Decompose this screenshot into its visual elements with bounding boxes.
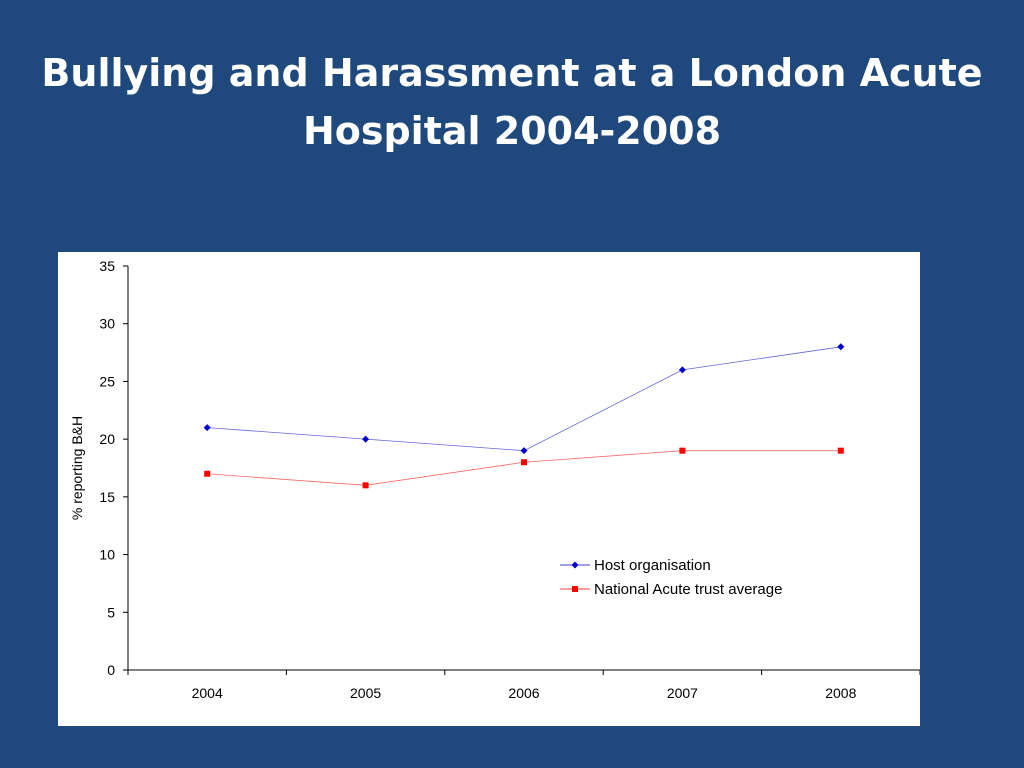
slide-title-line-2: Hospital 2004-2008 <box>302 109 722 153</box>
y-tick-label: 30 <box>99 316 115 332</box>
y-tick-label: 15 <box>99 489 115 505</box>
x-tick-label: 2008 <box>825 685 856 701</box>
series-1-point <box>203 424 211 432</box>
y-tick-label: 0 <box>107 662 115 678</box>
series-1-point <box>520 447 528 455</box>
legend-swatch-marker <box>571 561 579 569</box>
series-2-point <box>679 447 686 454</box>
x-tick-label: 2005 <box>350 685 381 701</box>
series-2-point <box>837 447 844 454</box>
x-tick-label: 2007 <box>667 685 698 701</box>
legend-entry: National Acute trust average <box>594 581 782 598</box>
slide-title: Bullying and Harassment at a London Acut… <box>40 44 984 160</box>
series-2-point <box>362 482 369 489</box>
line-chart: 0 5 10 15 20 25 30 35 2004 2005 2006 2007 2008 % repo… <box>69 258 921 701</box>
y-tick-label: 10 <box>99 547 115 563</box>
chart-panel: 0 5 10 15 20 25 30 35 2004 2005 2006 2007 2008 % repo… <box>58 252 921 726</box>
y-tick-label: 25 <box>99 373 115 389</box>
series-line-2 <box>207 450 841 486</box>
legend-entry: Host organisation <box>594 557 711 574</box>
series-1-point <box>362 435 370 443</box>
series-2-point <box>204 470 211 477</box>
series-1-point <box>837 343 845 351</box>
y-tick-label: 35 <box>99 258 115 274</box>
series-1-point <box>678 366 686 374</box>
slide-title-line-1: Bullying and Harassment at a London Acut… <box>41 51 983 95</box>
series-line-1 <box>207 346 841 452</box>
y-tick-label: 20 <box>99 431 115 447</box>
legend-swatch-marker <box>572 586 578 592</box>
series-2-point <box>521 459 527 466</box>
x-tick-label: 2006 <box>508 685 539 701</box>
y-axis-label: % reporting B&H <box>69 416 85 520</box>
y-tick-label: 5 <box>107 604 115 620</box>
x-tick-label: 2004 <box>192 685 223 701</box>
